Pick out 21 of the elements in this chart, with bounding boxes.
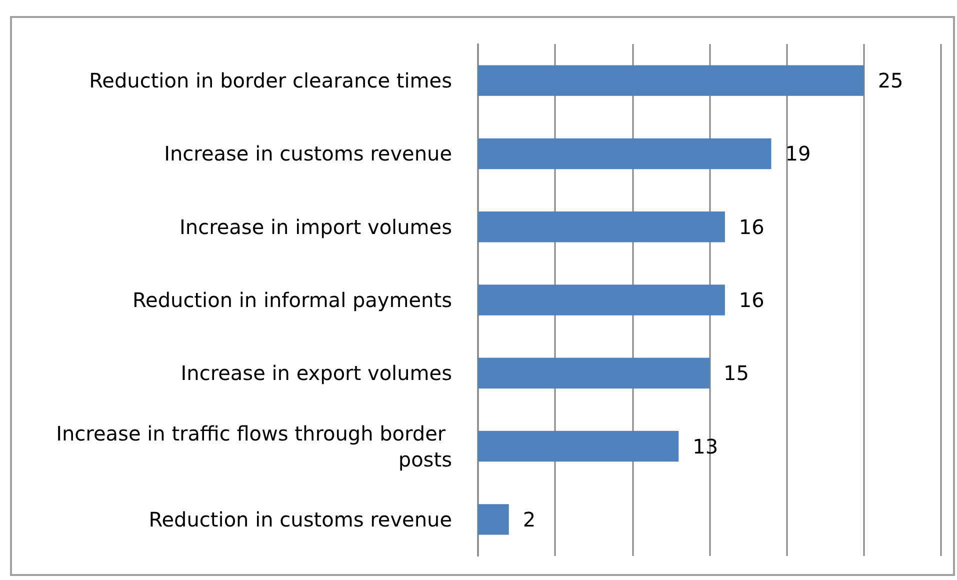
data-label: 16 xyxy=(738,288,764,312)
bar xyxy=(478,504,509,535)
y-tick-label: Increase in export volumes xyxy=(180,361,452,386)
data-label: 2 xyxy=(522,507,536,532)
data-label: 25 xyxy=(878,68,904,93)
bar xyxy=(478,65,864,96)
data-label: 19 xyxy=(785,142,811,166)
y-tick-label: Reduction in informal payments xyxy=(132,288,452,312)
y-tick-label: Reduction in border clearance times xyxy=(89,68,452,93)
y-tick-label: Increase in import volumes xyxy=(180,214,452,239)
bar xyxy=(478,138,772,170)
y-tick-label: Reduction in customs revenue xyxy=(148,507,452,532)
data-label: 15 xyxy=(724,361,749,386)
bar xyxy=(478,284,725,316)
bar xyxy=(478,430,679,462)
data-label: 13 xyxy=(692,434,718,458)
y-tick-label: Increase in traffic flows through border posts xyxy=(56,421,452,472)
bar xyxy=(478,358,710,389)
y-tick-label: Increase in customs revenue xyxy=(164,142,452,166)
bar xyxy=(478,211,725,242)
data-label: 16 xyxy=(738,214,764,239)
